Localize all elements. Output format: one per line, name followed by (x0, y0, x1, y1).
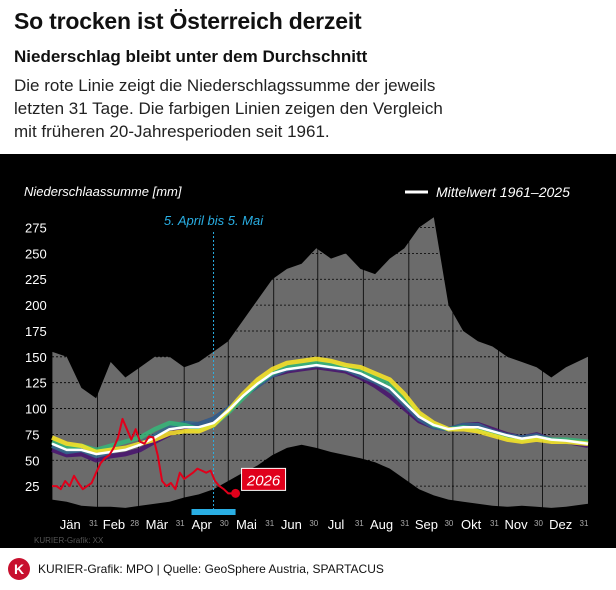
intro-line: mit früheren 20-Jahresperioden seit 1961… (14, 122, 330, 141)
page-subtitle: Niederschlag bleibt unter dem Durchschni… (14, 47, 368, 66)
month-end-day: 30 (444, 519, 453, 528)
month-end-day: 31 (355, 519, 364, 528)
y-tick-label: 100 (25, 402, 47, 417)
month-label: Jän (60, 517, 81, 532)
month-label: Aug (370, 517, 393, 532)
footer: K KURIER-Grafik: MPO | Quelle: GeoSphere… (8, 556, 384, 582)
y-tick-label: 150 (25, 350, 47, 365)
y-tick-label: 125 (25, 376, 47, 391)
month-end-day: 31 (265, 519, 274, 528)
intro-line: letzten 31 Tage. Die farbigen Linien zei… (14, 99, 443, 118)
month-end-day: 31 (89, 519, 98, 528)
month-end-day: 30 (534, 519, 543, 528)
month-end-day: 31 (490, 519, 499, 528)
y-tick-label: 200 (25, 298, 47, 313)
month-end-day: 31 (580, 519, 589, 528)
kurier-logo-icon: K (8, 558, 30, 580)
month-label: Jun (281, 517, 302, 532)
month-end-day: 31 (176, 519, 185, 528)
y-tick-label: 75 (25, 427, 39, 442)
page-title: So trocken ist Österreich derzeit (14, 8, 362, 34)
current-year-endpoint (231, 488, 241, 498)
current-year-label: 2026 (246, 472, 281, 489)
month-label: Apr (192, 517, 213, 532)
current-year-label-box (241, 467, 287, 491)
month-end-day: 30 (220, 519, 229, 528)
watermark: KURIER-Grafik: XX (34, 536, 104, 545)
y-tick-label: 225 (25, 272, 47, 287)
legend-label: Mittelwert 1961–2025 (436, 184, 570, 200)
mean-line (51, 363, 589, 456)
period-highlight (191, 509, 236, 515)
month-label: Okt (461, 517, 482, 532)
y-tick-label: 25 (25, 479, 39, 494)
month-end-day: 31 (400, 519, 409, 528)
annotation-label: 5. April bis 5. Mai (164, 213, 264, 228)
y-tick-label: 275 (25, 221, 47, 236)
y-tick-label: 250 (25, 246, 47, 261)
y-axis-title: Niederschlaassumme [mm] (24, 184, 182, 199)
intro-line: Die rote Linie zeigt die Niederschlagssu… (14, 76, 436, 95)
intro-text: Die rote Linie zeigt die Niederschlagssu… (14, 74, 604, 143)
month-label: Mär (146, 517, 169, 532)
month-label: Mai (236, 517, 257, 532)
precipitation-chart: 25 50 75 100 125 150 175 200 225 250 275 Jän 31 Feb 28… (0, 154, 616, 548)
y-tick-label: 175 (25, 324, 47, 339)
month-label: Sep (415, 517, 438, 532)
month-end-day: 30 (309, 519, 318, 528)
chart-svg: 25 50 75 100 125 150 175 200 225 250 275 Jän 31 Feb 28… (24, 184, 589, 545)
current-year-line (52, 417, 236, 495)
y-tick-label: 50 (25, 453, 39, 468)
month-label: Jul (328, 517, 345, 532)
footer-source: KURIER-Grafik: MPO | Quelle: GeoSphere A… (38, 562, 384, 576)
month-label: Dez (549, 517, 572, 532)
month-label: Nov (504, 517, 528, 532)
month-label: Feb (103, 517, 125, 532)
month-end-day: 28 (130, 519, 139, 528)
